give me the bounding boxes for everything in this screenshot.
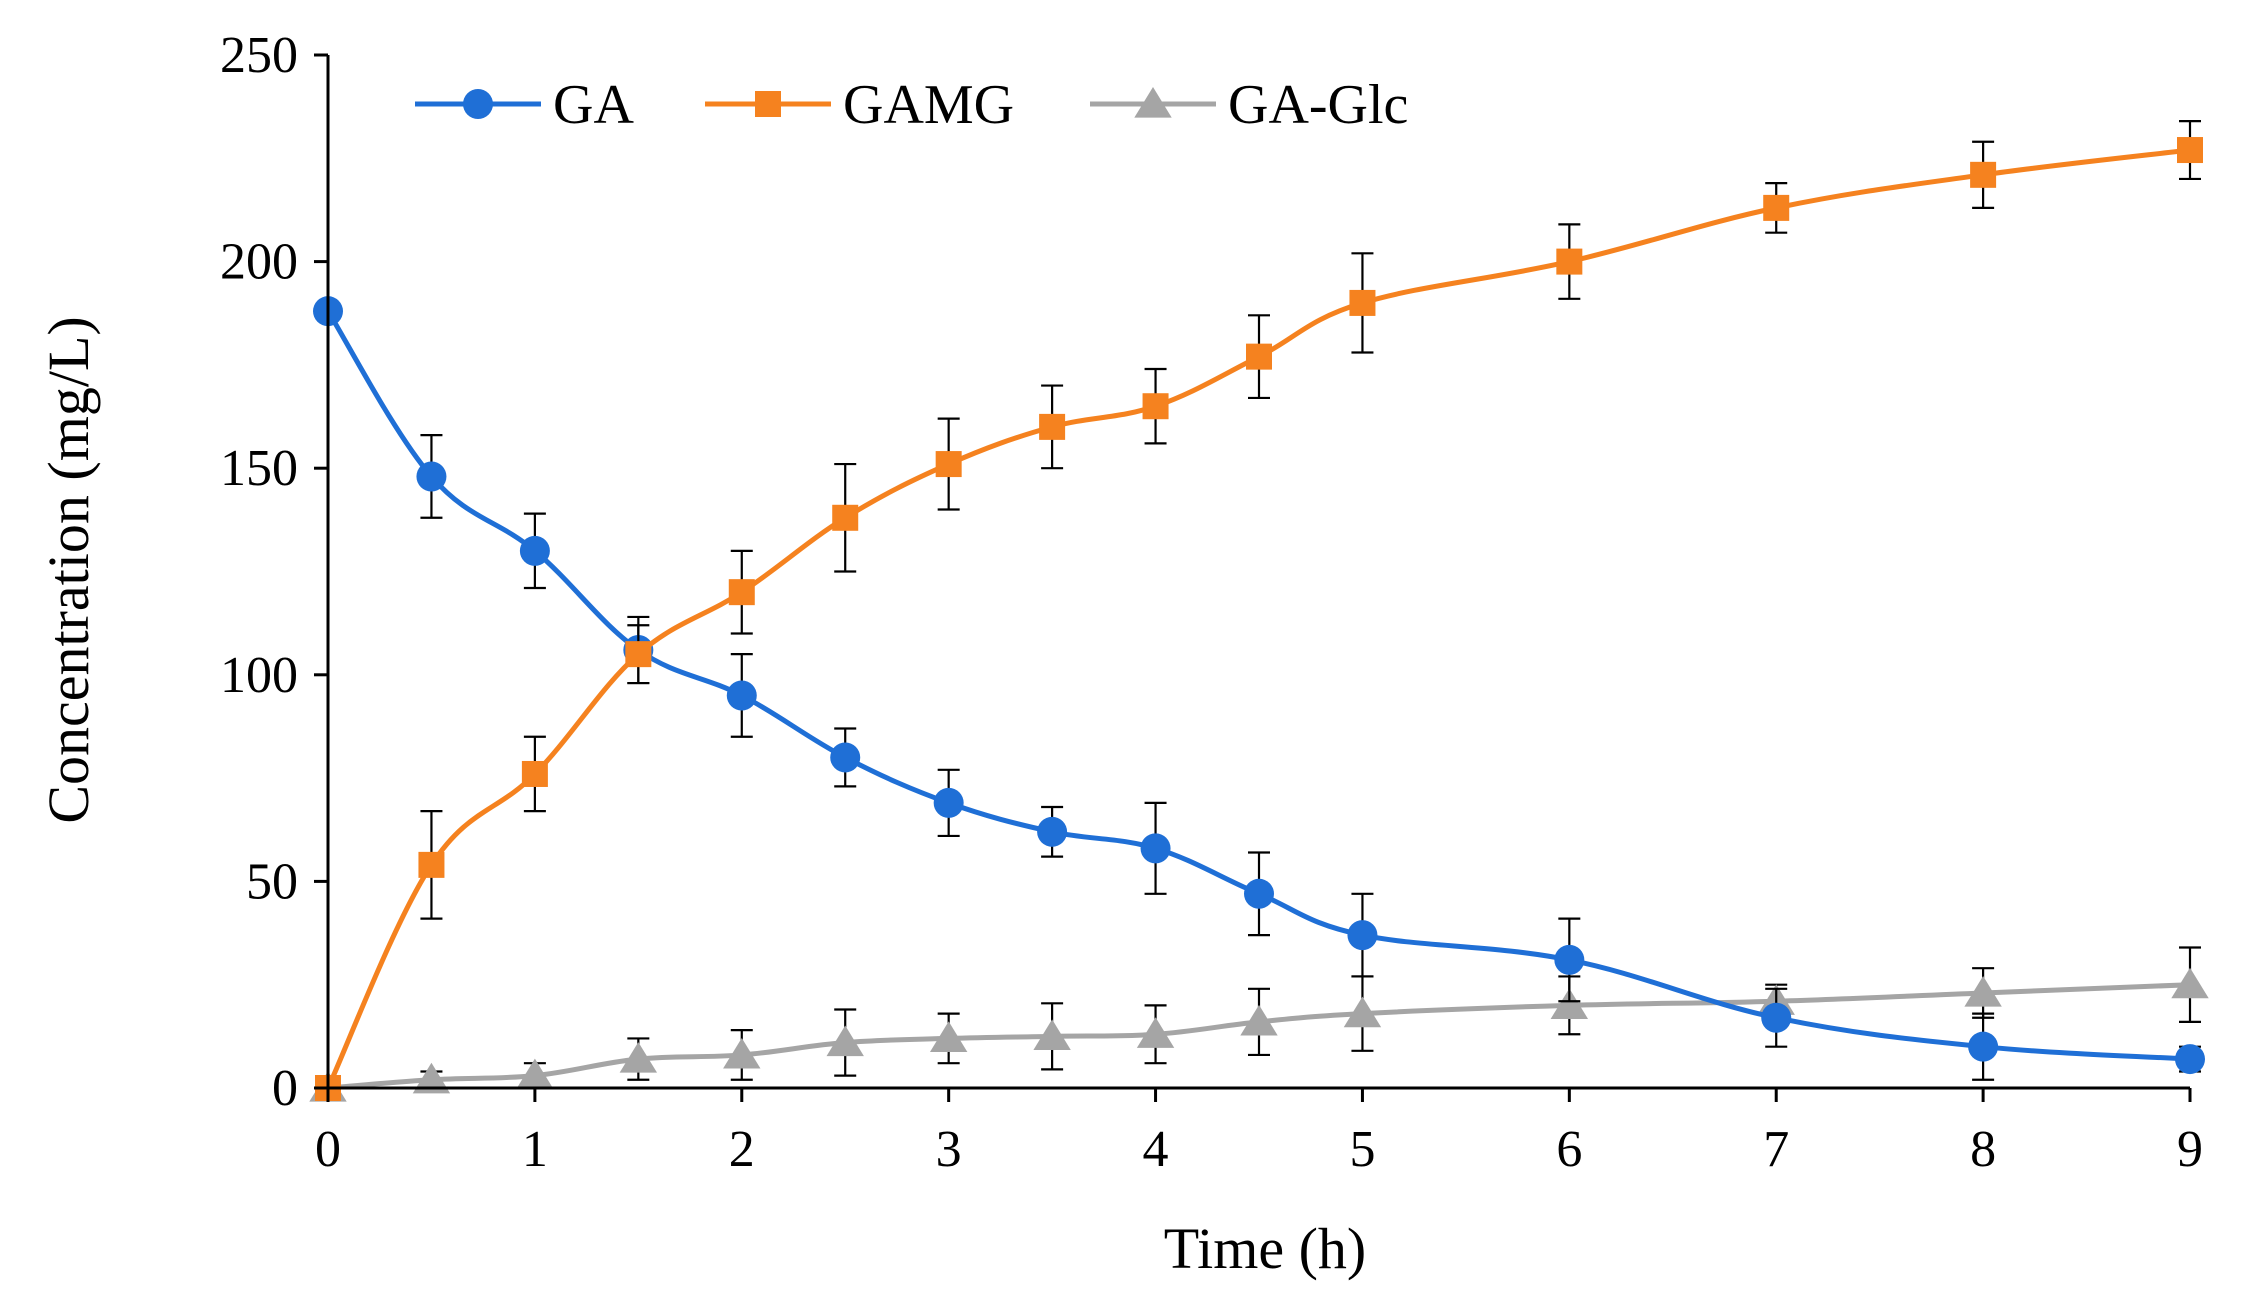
data-point [1140, 833, 1171, 864]
y-tick-label: 100 [220, 647, 298, 704]
data-point [1240, 1004, 1278, 1036]
series-line [325, 147, 2191, 1090]
series-ga [313, 296, 2205, 1081]
legend-item-ga: GA [415, 74, 634, 136]
y-tick-label: 250 [220, 27, 298, 84]
data-point [1968, 1031, 1999, 1062]
data-point [723, 1037, 761, 1069]
data-point [418, 851, 445, 878]
data-point [619, 1042, 658, 1073]
x-tick-label: 2 [729, 1121, 755, 1178]
data-point [1037, 816, 1068, 847]
x-tick-label: 0 [315, 1121, 341, 1178]
data-point [1347, 920, 1378, 951]
data-point [1970, 161, 1997, 188]
data-point [2175, 1044, 2205, 1075]
data-point [726, 680, 757, 711]
data-point [1349, 289, 1376, 316]
data-point [1964, 975, 2002, 1007]
legend-item-gamg: GAMG [705, 74, 1014, 136]
data-point [1763, 194, 1790, 221]
data-point [1246, 343, 1272, 370]
axes: 0 50 100 150 200 250 0 1 2 3 4 5 6 7 8 9 [220, 27, 2203, 1178]
legend-marker [1134, 87, 1172, 118]
data-point [1039, 413, 1066, 440]
data-point [1033, 1019, 1071, 1050]
data-point [1142, 393, 1169, 420]
data-point [416, 461, 447, 492]
data-point [1556, 248, 1583, 275]
data-point [830, 742, 861, 773]
x-tick-label: 6 [1556, 1121, 1582, 1178]
y-tick-label: 150 [220, 440, 298, 497]
series-layer [309, 120, 2209, 1102]
legend-label: GA [553, 74, 634, 136]
legend-marker [755, 91, 781, 117]
x-tick-label: 5 [1349, 1121, 1375, 1178]
data-point [1550, 988, 1589, 1019]
y-tick-label: 50 [246, 853, 298, 910]
data-point [1343, 996, 1382, 1028]
series-ga-glc [309, 946, 2209, 1102]
x-tick-label: 4 [1143, 1121, 1169, 1178]
data-point [516, 1058, 554, 1090]
data-point [935, 451, 962, 478]
data-point [1136, 1017, 1175, 1048]
x-tick-label: 1 [522, 1121, 548, 1178]
y-tick-label: 0 [272, 1060, 298, 1117]
legend-marker [463, 89, 493, 119]
data-point [519, 535, 550, 566]
y-axis-title: Concentration (mg/L) [36, 316, 101, 823]
data-point [832, 504, 859, 531]
data-point [1761, 1002, 1792, 1033]
data-point [929, 1021, 968, 1053]
x-tick-label: 3 [936, 1121, 962, 1178]
x-tick-label: 8 [1970, 1121, 1996, 1178]
x-axis-title: Time (h) [1164, 1216, 1367, 1281]
data-point [2171, 967, 2209, 999]
data-point [1244, 878, 1274, 909]
data-point [933, 787, 964, 818]
legend: GA GAMG GA-Glc [415, 74, 1408, 136]
legend-label: GA-Glc [1228, 74, 1408, 136]
data-point [412, 1062, 451, 1094]
data-point [625, 641, 652, 668]
legend-item-ga-glc: GA-Glc [1090, 74, 1408, 136]
x-tick-label: 9 [2177, 1121, 2203, 1178]
data-point [521, 760, 548, 787]
data-point [826, 1025, 864, 1057]
y-tick-label: 200 [220, 234, 298, 291]
legend-label: GAMG [843, 74, 1014, 136]
data-point [728, 579, 755, 606]
data-point [2177, 137, 2203, 164]
data-point [1554, 944, 1585, 975]
x-tick-label: 7 [1763, 1121, 1789, 1178]
